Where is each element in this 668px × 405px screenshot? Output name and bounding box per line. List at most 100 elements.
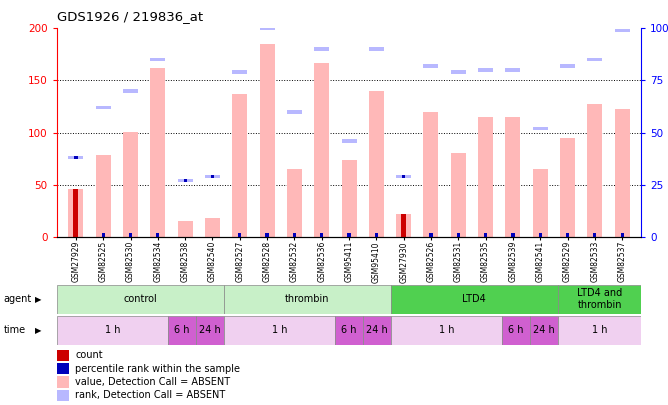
Bar xyxy=(391,285,558,314)
Bar xyxy=(369,47,384,51)
Bar xyxy=(178,221,192,237)
Bar xyxy=(402,175,405,178)
Bar xyxy=(238,233,241,237)
Bar xyxy=(57,285,224,314)
Bar xyxy=(260,26,275,30)
Bar xyxy=(478,68,493,72)
Bar xyxy=(57,316,168,345)
Bar xyxy=(168,316,196,345)
Text: 6 h: 6 h xyxy=(174,326,190,335)
Bar xyxy=(511,233,514,237)
Text: count: count xyxy=(75,350,103,360)
Bar xyxy=(587,58,603,62)
Bar xyxy=(621,233,624,237)
Bar xyxy=(560,138,575,237)
Text: 24 h: 24 h xyxy=(199,326,220,335)
Bar xyxy=(363,316,391,345)
Bar xyxy=(73,189,78,237)
Text: thrombin: thrombin xyxy=(285,294,329,304)
Bar xyxy=(391,316,502,345)
Bar xyxy=(593,233,597,237)
Bar xyxy=(265,233,269,237)
Text: 1 h: 1 h xyxy=(592,326,607,335)
Bar xyxy=(68,156,84,160)
Text: 6 h: 6 h xyxy=(508,326,524,335)
Bar xyxy=(96,155,111,237)
Bar xyxy=(335,316,363,345)
Text: ▶: ▶ xyxy=(35,326,41,335)
Text: GDS1926 / 219836_at: GDS1926 / 219836_at xyxy=(57,10,203,23)
Bar xyxy=(341,139,357,143)
Bar xyxy=(150,68,166,237)
Text: rank, Detection Call = ABSENT: rank, Detection Call = ABSENT xyxy=(75,390,226,400)
Bar xyxy=(74,156,77,160)
Bar xyxy=(560,64,575,68)
Text: LTD4 and
thrombin: LTD4 and thrombin xyxy=(577,288,622,310)
Bar xyxy=(402,175,405,178)
Bar xyxy=(430,233,433,237)
Bar xyxy=(484,233,487,237)
Bar xyxy=(74,156,77,160)
Bar xyxy=(68,189,84,237)
Bar xyxy=(538,233,542,237)
Bar xyxy=(558,316,641,345)
Text: percentile rank within the sample: percentile rank within the sample xyxy=(75,364,240,373)
Text: agent: agent xyxy=(3,294,31,304)
Bar xyxy=(478,117,493,237)
Bar xyxy=(369,91,384,237)
Text: value, Detection Call = ABSENT: value, Detection Call = ABSENT xyxy=(75,377,230,387)
Bar xyxy=(502,316,530,345)
Bar xyxy=(615,29,630,32)
Bar xyxy=(396,214,411,237)
Bar xyxy=(205,175,220,178)
Bar xyxy=(320,233,323,237)
Bar xyxy=(347,233,351,237)
Bar xyxy=(341,160,357,237)
Text: LTD4: LTD4 xyxy=(462,294,486,304)
Bar xyxy=(150,58,166,62)
Bar xyxy=(178,179,192,182)
Bar xyxy=(558,285,641,314)
Bar xyxy=(211,175,214,178)
Text: control: control xyxy=(124,294,157,304)
Text: time: time xyxy=(3,326,25,335)
Bar xyxy=(205,218,220,237)
Bar xyxy=(566,233,569,237)
Bar xyxy=(96,106,111,109)
Bar xyxy=(156,233,160,237)
Bar xyxy=(129,233,132,237)
Bar xyxy=(506,68,520,72)
Bar xyxy=(532,127,548,130)
Bar xyxy=(375,233,378,237)
Bar xyxy=(314,63,329,237)
Bar xyxy=(424,64,438,68)
Bar xyxy=(287,110,302,114)
Bar xyxy=(102,233,105,237)
Bar xyxy=(232,94,247,237)
Bar xyxy=(532,169,548,237)
Text: 1 h: 1 h xyxy=(105,326,120,335)
Bar xyxy=(232,70,247,74)
Bar xyxy=(224,285,391,314)
Text: 24 h: 24 h xyxy=(533,326,554,335)
Text: 6 h: 6 h xyxy=(341,326,357,335)
Bar xyxy=(224,316,335,345)
Bar xyxy=(587,104,603,237)
Bar xyxy=(396,175,411,178)
Bar xyxy=(401,214,406,237)
Bar xyxy=(287,169,302,237)
Bar xyxy=(314,47,329,51)
Bar xyxy=(184,179,187,182)
Bar xyxy=(451,70,466,74)
Bar xyxy=(530,316,558,345)
Bar xyxy=(293,233,296,237)
Bar xyxy=(615,109,630,237)
Text: 1 h: 1 h xyxy=(439,326,454,335)
Bar xyxy=(260,44,275,237)
Bar xyxy=(196,316,224,345)
Text: ▶: ▶ xyxy=(35,295,41,304)
Bar xyxy=(123,132,138,237)
Bar xyxy=(506,117,520,237)
Bar xyxy=(451,153,466,237)
Bar xyxy=(457,233,460,237)
